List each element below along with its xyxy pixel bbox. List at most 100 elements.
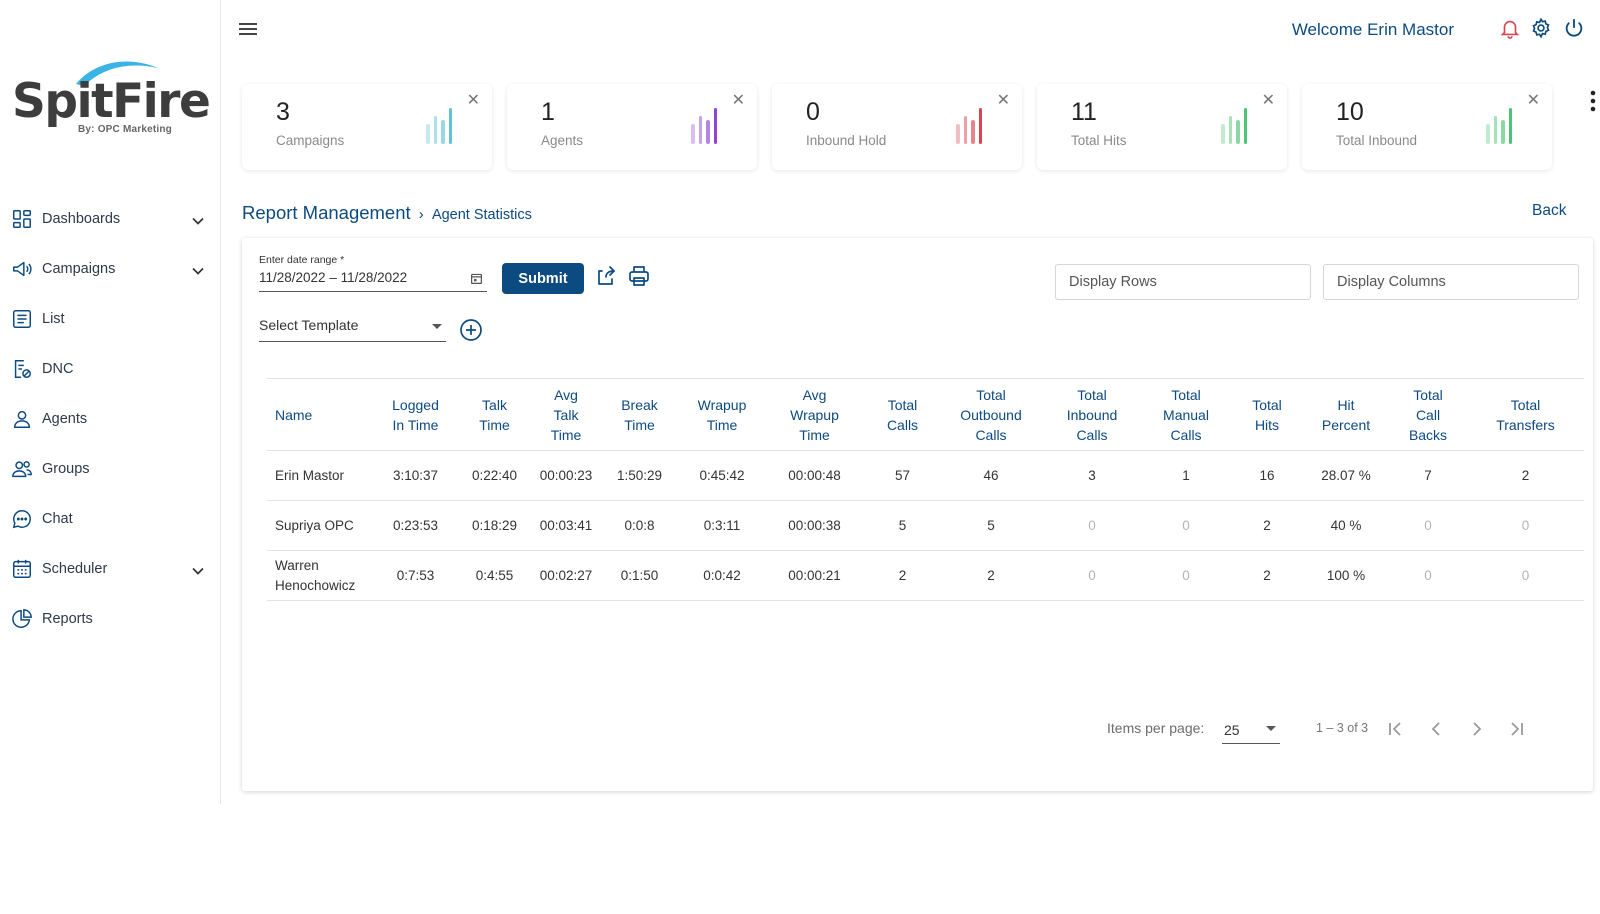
display-columns-select[interactable]: Display Columns xyxy=(1323,264,1579,300)
page-size-select[interactable]: 25 xyxy=(1222,718,1280,744)
column-header[interactable]: Avg Talk Time xyxy=(534,378,598,451)
template-select[interactable]: Select Template xyxy=(259,317,446,342)
table-cell: 0:22:40 xyxy=(455,450,534,501)
logo-arc-icon xyxy=(76,61,158,86)
template-select-label: Select Template xyxy=(259,317,359,333)
first-page-icon[interactable] xyxy=(1382,716,1408,742)
table-cell: Supriya OPC xyxy=(267,500,376,551)
date-range-input[interactable]: 11/28/2022 – 11/28/2022 xyxy=(259,270,487,292)
page-range-text: 1 – 3 of 3 xyxy=(1316,721,1369,735)
sidebar-item-label: Campaigns xyxy=(42,261,116,277)
column-header-line: Total xyxy=(976,386,1006,403)
chevron-down-icon[interactable] xyxy=(192,562,204,580)
column-header[interactable]: Total Manual Calls xyxy=(1141,378,1231,451)
close-icon[interactable]: ✕ xyxy=(466,92,480,109)
column-header[interactable]: Wrapup Time xyxy=(681,378,763,451)
table-cell: 0:18:29 xyxy=(455,500,534,551)
table-cell: 3:10:37 xyxy=(376,450,455,501)
column-header-line: Wrapup xyxy=(790,406,839,423)
sidebar-item-dnc[interactable]: DNC xyxy=(0,344,220,394)
chevron-down-icon[interactable] xyxy=(192,212,204,230)
power-icon[interactable] xyxy=(1563,17,1585,39)
date-range-label: Enter date range * xyxy=(259,254,345,266)
add-template-icon[interactable] xyxy=(459,318,483,342)
column-header-line: Outbound xyxy=(960,406,1022,423)
back-link[interactable]: Back xyxy=(1532,202,1567,219)
table-cell: 00:03:41 xyxy=(534,500,598,551)
column-header-line: Manual xyxy=(1163,406,1209,423)
close-icon[interactable]: ✕ xyxy=(1526,92,1540,109)
table-cell: 0:23:53 xyxy=(376,500,455,551)
column-header[interactable]: Avg Wrapup Time xyxy=(763,378,866,451)
table-cell: 00:02:27 xyxy=(534,550,598,601)
spitfire-logo[interactable]: SpitFire By: OPC Marketing xyxy=(12,58,211,142)
bar-chart-icon xyxy=(691,108,725,144)
column-header[interactable]: Total Outbound Calls xyxy=(939,378,1043,451)
table-body: Erin Mastor 3:10:37 0:22:40 00:00:23 1:50:29… xyxy=(267,450,1584,601)
next-page-icon[interactable] xyxy=(1464,716,1490,742)
sidebar-item-label: Groups xyxy=(42,461,90,477)
table-cell: 0:0:8 xyxy=(598,500,681,551)
more-options-icon[interactable] xyxy=(1590,90,1596,112)
sidebar-item-dashboards[interactable]: Dashboards xyxy=(0,194,220,244)
chart-bar xyxy=(978,108,982,144)
sidebar-item-label: Reports xyxy=(42,611,93,627)
calendar-icon[interactable] xyxy=(470,272,483,288)
bar-chart-icon xyxy=(426,108,460,144)
column-header-line: Calls xyxy=(975,426,1007,443)
column-header[interactable]: Total Hits xyxy=(1231,378,1303,451)
table-cell: Warren Henochowicz xyxy=(267,550,376,601)
stat-value: 11 xyxy=(1071,98,1097,126)
table-cell: 7 xyxy=(1389,450,1467,501)
sidebar-item-chat[interactable]: Chat xyxy=(0,494,220,544)
sidebar-item-reports[interactable]: Reports xyxy=(0,594,220,644)
close-icon[interactable]: ✕ xyxy=(731,92,745,109)
column-header[interactable]: Break Time xyxy=(598,378,681,451)
display-rows-select[interactable]: Display Rows xyxy=(1055,264,1311,300)
sidebar-item-list[interactable]: List xyxy=(0,294,220,344)
sidebar-item-label: Chat xyxy=(42,511,73,527)
sidebar-item-scheduler[interactable]: Scheduler xyxy=(0,544,220,594)
hamburger-menu-icon[interactable] xyxy=(238,21,258,37)
chart-bar xyxy=(433,116,437,144)
dropdown-arrow-icon xyxy=(432,324,442,329)
calendar-icon xyxy=(11,558,33,580)
logo-tagline: By: OPC Marketing xyxy=(78,124,172,135)
column-header[interactable]: Total Call Backs xyxy=(1389,378,1467,451)
last-page-icon[interactable] xyxy=(1504,716,1530,742)
table-cell: 5 xyxy=(939,500,1043,551)
table-cell: 5 xyxy=(866,500,939,551)
bar-chart-icon xyxy=(956,108,990,144)
stat-label: Total Inbound xyxy=(1336,133,1418,148)
column-header[interactable]: Talk Time xyxy=(455,378,534,451)
gear-icon[interactable] xyxy=(1530,17,1552,39)
export-icon[interactable] xyxy=(594,264,618,288)
bar-chart-icon xyxy=(1221,108,1255,144)
column-header[interactable]: Total Calls xyxy=(866,378,939,451)
column-header[interactable]: Hit Percent xyxy=(1303,378,1389,451)
chevron-down-icon[interactable] xyxy=(192,262,204,280)
table-cell: 16 xyxy=(1231,450,1303,501)
sidebar-item-groups[interactable]: Groups xyxy=(0,444,220,494)
breadcrumb-root[interactable]: Report Management xyxy=(242,202,411,223)
table-cell: 0:0:42 xyxy=(681,550,763,601)
table-cell: 0 xyxy=(1141,500,1231,551)
column-header-line: Total xyxy=(1171,386,1201,403)
dropdown-arrow-icon xyxy=(1266,726,1276,731)
column-header[interactable]: Total Transfers xyxy=(1467,378,1584,451)
bell-icon[interactable] xyxy=(1499,17,1521,39)
print-icon[interactable] xyxy=(627,264,651,288)
previous-page-icon[interactable] xyxy=(1423,716,1449,742)
stat-card-agents: 1 Agents ✕ xyxy=(507,84,757,170)
sidebar-item-campaigns[interactable]: Campaigns xyxy=(0,244,220,294)
close-icon[interactable]: ✕ xyxy=(996,92,1010,109)
column-header[interactable]: Name xyxy=(267,378,376,451)
close-icon[interactable]: ✕ xyxy=(1261,92,1275,109)
column-header[interactable]: Total Inbound Calls xyxy=(1043,378,1141,451)
column-header-line: Percent xyxy=(1321,416,1371,433)
chart-bar xyxy=(963,116,967,144)
column-header[interactable]: Logged In Time xyxy=(376,378,455,451)
submit-button[interactable]: Submit xyxy=(502,263,584,294)
stat-value: 3 xyxy=(276,98,290,126)
sidebar-item-agents[interactable]: Agents xyxy=(0,394,220,444)
